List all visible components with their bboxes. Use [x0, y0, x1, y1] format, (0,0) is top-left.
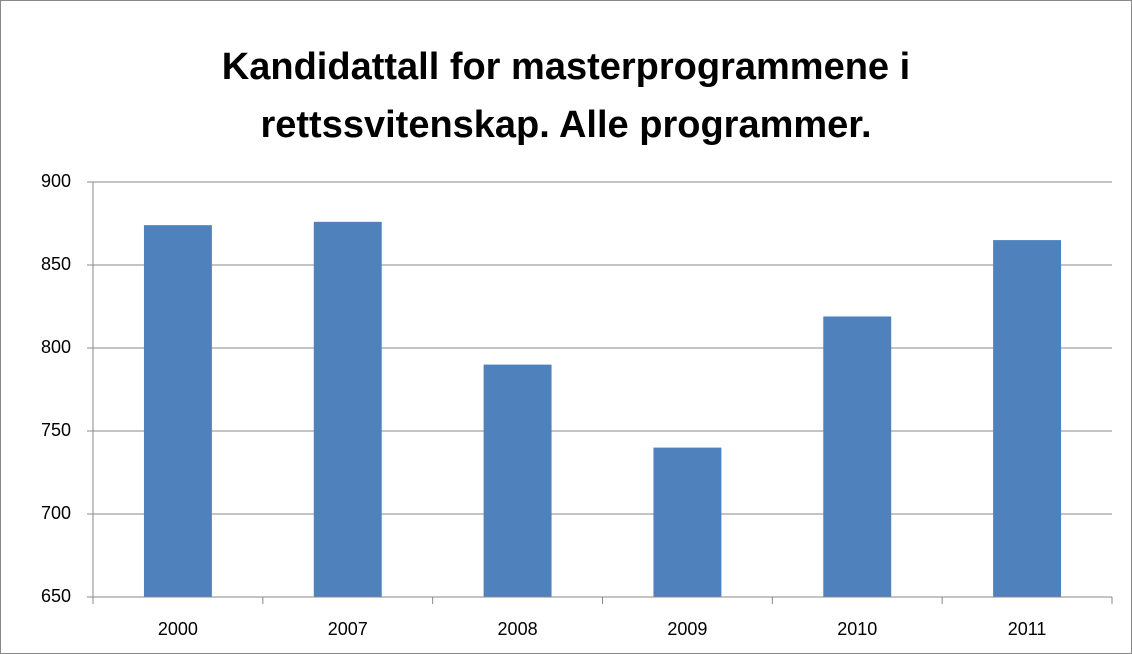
- y-tick-label: 850: [41, 254, 71, 274]
- y-tick-label: 650: [41, 586, 71, 606]
- bar: [483, 364, 552, 597]
- bar: [313, 221, 382, 597]
- x-tick-label: 2011: [1008, 619, 1047, 639]
- x-tick-label: 2010: [837, 619, 877, 639]
- x-tick-label: 2007: [328, 619, 368, 639]
- bar: [823, 316, 892, 597]
- bar: [993, 240, 1062, 597]
- x-tick-label: 2000: [158, 619, 198, 639]
- bar: [143, 225, 212, 597]
- bar: [653, 447, 722, 597]
- y-tick-label: 750: [41, 420, 71, 440]
- x-tick-label: 2008: [498, 619, 538, 639]
- y-tick-label: 700: [41, 503, 71, 523]
- y-tick-label: 800: [41, 337, 71, 357]
- y-tick-label: 900: [41, 171, 71, 191]
- chart-title: Kandidattall for masterprogrammene i ret…: [221, 46, 911, 146]
- x-tick-label: 2009: [667, 619, 707, 639]
